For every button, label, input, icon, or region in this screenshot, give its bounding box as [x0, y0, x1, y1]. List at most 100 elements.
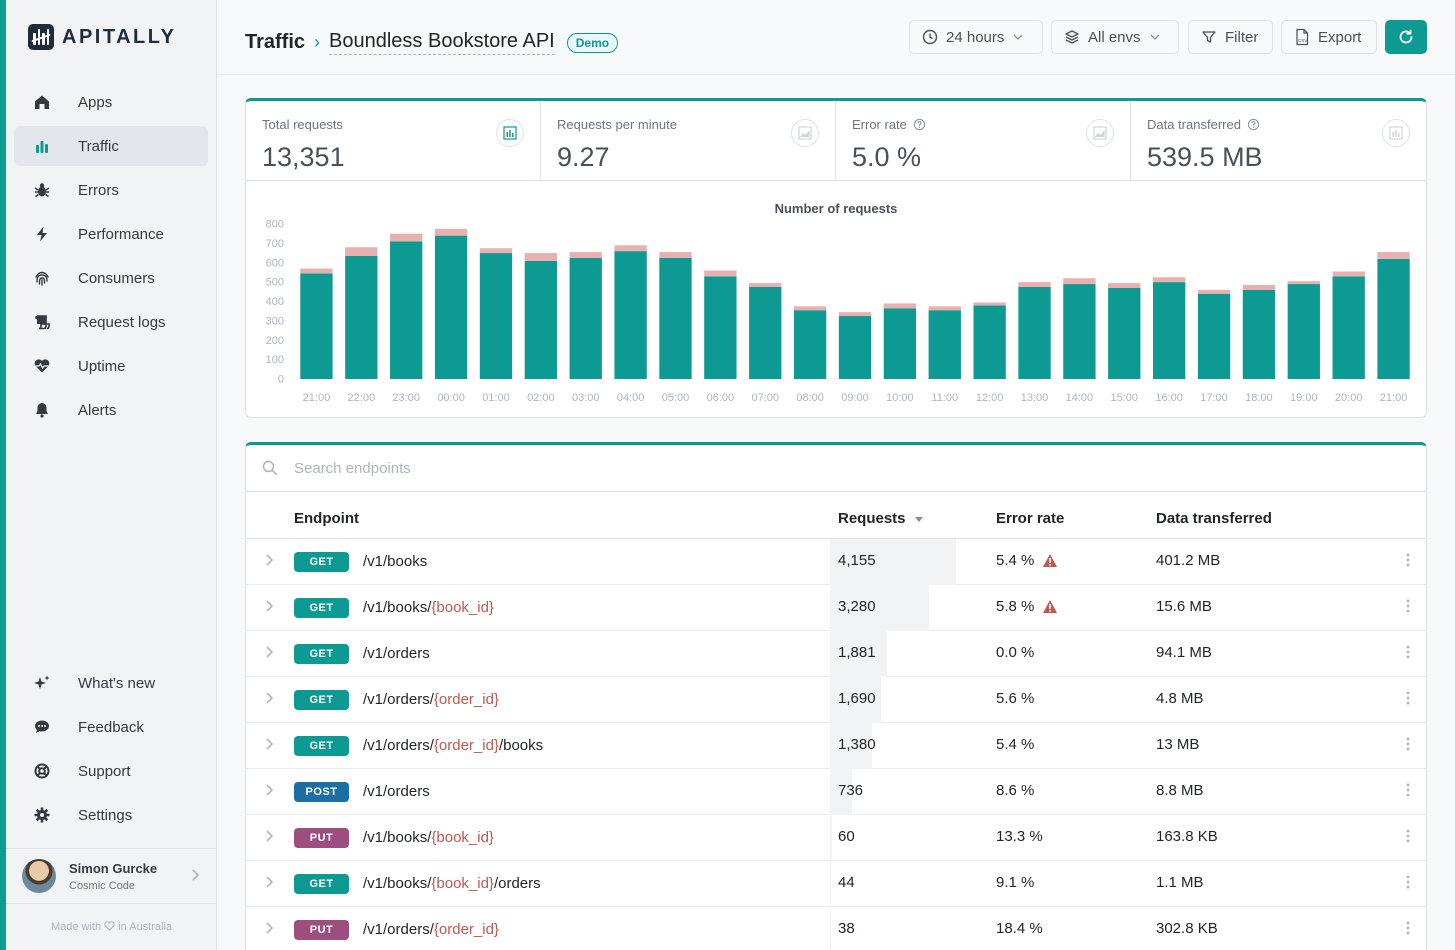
more-options-icon[interactable]: [1406, 782, 1410, 798]
table-row[interactable]: GET/v1/books/{book_id} 3,280 5.8 % 15.6 MB: [246, 585, 1426, 631]
export-button[interactable]: CSV Export: [1281, 20, 1377, 54]
bar-successful[interactable]: [390, 241, 423, 379]
bar-successful[interactable]: [345, 255, 378, 379]
table-row[interactable]: GET/v1/orders/{order_id} 1,690 5.6 % 4.8 MB: [246, 677, 1426, 723]
bar-errors[interactable]: [659, 252, 692, 258]
sidebar-item-consumers[interactable]: Consumers: [14, 258, 208, 298]
column-requests[interactable]: Requests: [838, 510, 924, 527]
sidebar-item-performance[interactable]: Performance: [14, 214, 208, 254]
refresh-button[interactable]: [1385, 20, 1427, 54]
bar-errors[interactable]: [793, 306, 827, 311]
chevron-right-icon[interactable]: [263, 736, 275, 752]
table-row[interactable]: GET/v1/orders/{order_id}/books 1,380 5.4 %…: [246, 723, 1426, 769]
bar-successful[interactable]: [928, 310, 961, 379]
table-row[interactable]: GET/v1/orders 1,881 0.0 % 94.1 MB: [246, 631, 1426, 677]
bar-chart-icon[interactable]: [1382, 119, 1410, 147]
sidebar-item-request-logs[interactable]: Request logs: [14, 302, 208, 342]
endpoint-path[interactable]: /v1/books/{book_id}/orders: [363, 875, 541, 892]
bar-successful[interactable]: [434, 235, 468, 379]
bar-chart-icon[interactable]: [496, 119, 524, 147]
stat-card-requests-per-minute[interactable]: Requests per minute 9.27: [541, 101, 836, 181]
chevron-right-icon[interactable]: [263, 920, 275, 936]
bar-successful[interactable]: [883, 308, 917, 379]
bar-errors[interactable]: [434, 228, 468, 236]
sidebar-item-apps[interactable]: Apps: [14, 82, 208, 122]
bar-errors[interactable]: [1197, 289, 1231, 294]
bar-successful[interactable]: [300, 273, 333, 379]
sidebar-item-alerts[interactable]: Alerts: [14, 390, 208, 430]
more-options-icon[interactable]: [1406, 828, 1410, 844]
more-options-icon[interactable]: [1406, 874, 1410, 890]
more-options-icon[interactable]: [1406, 690, 1410, 706]
more-options-icon[interactable]: [1406, 920, 1410, 936]
endpoint-path[interactable]: /v1/books: [363, 553, 427, 570]
filter-button[interactable]: Filter: [1188, 20, 1273, 54]
sidebar-item-traffic[interactable]: Traffic: [14, 126, 208, 166]
breadcrumb-section[interactable]: Traffic: [245, 31, 306, 53]
bar-successful[interactable]: [838, 316, 872, 379]
bar-errors[interactable]: [300, 268, 333, 274]
bar-errors[interactable]: [928, 306, 961, 311]
bar-errors[interactable]: [1377, 252, 1410, 259]
endpoint-path[interactable]: /v1/orders: [363, 783, 430, 800]
bar-successful[interactable]: [1153, 282, 1186, 379]
table-row[interactable]: PUT/v1/books/{book_id} 60 13.3 % 163.8 KB: [246, 815, 1426, 861]
more-options-icon[interactable]: [1406, 736, 1410, 752]
bar-errors[interactable]: [524, 253, 557, 261]
table-row[interactable]: POST/v1/orders 736 8.6 % 8.8 MB: [246, 769, 1426, 815]
help-icon[interactable]: [913, 118, 926, 131]
help-icon[interactable]: [1247, 118, 1260, 131]
bar-errors[interactable]: [1063, 278, 1096, 285]
more-options-icon[interactable]: [1406, 598, 1410, 614]
chevron-right-icon[interactable]: [263, 828, 275, 844]
bar-errors[interactable]: [479, 248, 513, 254]
stat-card-error-rate[interactable]: Error rate 5.0 %: [836, 101, 1131, 181]
endpoint-path[interactable]: /v1/orders/{order_id}: [363, 921, 499, 938]
user-profile[interactable]: Simon Gurcke Cosmic Code: [6, 848, 217, 904]
sidebar-item-support[interactable]: Support: [14, 751, 208, 791]
column-endpoint[interactable]: Endpoint: [294, 510, 359, 527]
bar-successful[interactable]: [1063, 284, 1096, 379]
column-data-transferred[interactable]: Data transferred: [1156, 510, 1272, 527]
sidebar-item-what-s-new[interactable]: What's new: [14, 663, 208, 703]
endpoint-path[interactable]: /v1/books/{book_id}: [363, 829, 494, 846]
chevron-right-icon[interactable]: [263, 782, 275, 798]
chevron-right-icon[interactable]: [263, 598, 275, 614]
bar-errors[interactable]: [345, 247, 378, 256]
bar-successful[interactable]: [1377, 258, 1410, 379]
bar-errors[interactable]: [614, 245, 647, 252]
endpoint-path[interactable]: /v1/orders/{order_id}/books: [363, 737, 543, 754]
bar-errors[interactable]: [749, 283, 782, 287]
bar-successful[interactable]: [524, 260, 557, 379]
sidebar-item-uptime[interactable]: Uptime: [14, 346, 208, 386]
bar-successful[interactable]: [749, 286, 782, 379]
bar-errors[interactable]: [1018, 282, 1051, 287]
sidebar-item-errors[interactable]: Errors: [14, 170, 208, 210]
bar-errors[interactable]: [390, 233, 423, 242]
chevron-right-icon[interactable]: [263, 644, 275, 660]
bar-successful[interactable]: [704, 276, 737, 379]
bar-errors[interactable]: [973, 302, 1006, 306]
endpoint-path[interactable]: /v1/books/{book_id}: [363, 599, 494, 616]
table-row[interactable]: PUT/v1/orders/{order_id} 38 18.4 % 302.8 KB: [246, 907, 1426, 950]
bar-errors[interactable]: [883, 303, 917, 309]
bar-successful[interactable]: [793, 310, 827, 379]
area-chart-icon[interactable]: [1086, 119, 1114, 147]
bar-successful[interactable]: [1332, 276, 1365, 379]
bar-errors[interactable]: [569, 252, 602, 258]
table-row[interactable]: GET/v1/books 4,155 5.4 % 401.2 MB: [246, 539, 1426, 585]
bar-errors[interactable]: [1332, 271, 1365, 277]
bar-successful[interactable]: [614, 251, 647, 379]
bar-errors[interactable]: [1242, 285, 1276, 290]
bar-successful[interactable]: [1242, 289, 1276, 379]
more-options-icon[interactable]: [1406, 552, 1410, 568]
bar-successful[interactable]: [1018, 286, 1051, 379]
table-row[interactable]: GET/v1/books/{book_id}/orders 44 9.1 % 1.1 …: [246, 861, 1426, 907]
stat-card-data-transferred[interactable]: Data transferred 539.5 MB: [1131, 101, 1426, 181]
bar-errors[interactable]: [1287, 281, 1320, 285]
more-options-icon[interactable]: [1406, 644, 1410, 660]
period-select[interactable]: 24 hours: [909, 20, 1043, 54]
endpoint-path[interactable]: /v1/orders: [363, 645, 430, 662]
bar-errors[interactable]: [1108, 283, 1141, 288]
sidebar-item-feedback[interactable]: Feedback: [14, 707, 208, 747]
